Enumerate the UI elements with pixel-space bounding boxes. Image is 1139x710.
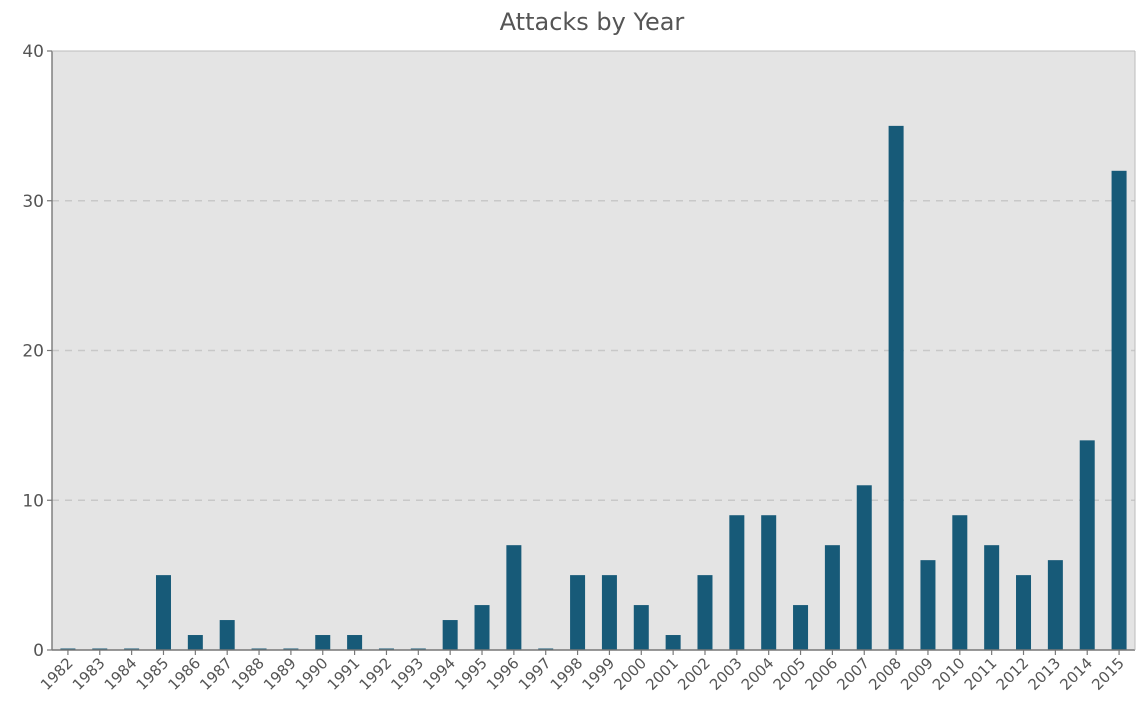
bar-2006: [824, 545, 840, 650]
bar-1985: [155, 575, 171, 650]
x-tick-label: 2013: [1024, 654, 1064, 694]
x-tick-label: 2000: [610, 654, 650, 694]
x-tick-label: 1983: [69, 654, 109, 694]
bars: [60, 125, 1127, 651]
x-tick-label: 2011: [961, 654, 1001, 694]
y-tick-label: 40: [22, 42, 44, 62]
bar-2003: [729, 515, 745, 650]
x-tick-label: 2009: [897, 654, 937, 694]
bar-1988: [251, 648, 267, 650]
bar-1986: [187, 635, 203, 650]
bar-2010: [952, 515, 968, 650]
chart-title: Attacks by Year: [500, 8, 685, 36]
x-tick-label: 1999: [579, 654, 619, 694]
bar-1992: [378, 648, 394, 650]
bar-2013: [1047, 560, 1063, 650]
bar-1996: [506, 545, 522, 650]
x-tick-label: 1993: [387, 654, 427, 694]
y-tick-label: 30: [22, 192, 44, 212]
bar-1993: [410, 648, 426, 650]
x-tick-label: 1995: [451, 654, 491, 694]
bar-2002: [697, 575, 713, 650]
x-tick-label: 2003: [706, 654, 746, 694]
x-tick-label: 1992: [356, 654, 396, 694]
bar-1982: [60, 648, 76, 650]
x-tick-label: 2004: [738, 654, 778, 694]
x-tick-label: 2015: [1088, 654, 1128, 694]
bar-2014: [1079, 440, 1095, 650]
bar-1995: [474, 605, 490, 650]
bar-2007: [856, 485, 872, 650]
bar-1989: [283, 648, 299, 650]
bar-2008: [888, 125, 904, 650]
x-tick-label: 2014: [1056, 654, 1096, 694]
x-tick-label: 1998: [547, 654, 587, 694]
bar-1984: [124, 648, 140, 650]
x-tick-label: 2008: [865, 654, 905, 694]
x-tick-label: 1984: [101, 654, 141, 694]
bar-2015: [1111, 170, 1127, 651]
y-tick-label: 0: [33, 641, 44, 661]
x-tick-label: 2012: [993, 654, 1033, 694]
x-tick-label: 1996: [483, 654, 523, 694]
x-tick-label: 1988: [228, 654, 268, 694]
x-tick-label: 1985: [133, 654, 173, 694]
x-tick-label: 2007: [833, 654, 873, 694]
y-tick-labels: 0 10 20 30 40: [22, 42, 44, 661]
bar-1983: [92, 648, 108, 650]
bar-1987: [219, 620, 235, 650]
bar-2004: [761, 515, 777, 650]
bar-1997: [538, 648, 554, 650]
bar-1999: [601, 575, 617, 650]
x-tick-label: 2010: [929, 654, 969, 694]
axes: [47, 50, 1136, 655]
x-tick-label: 2002: [674, 654, 714, 694]
x-tick-label: 1989: [260, 654, 300, 694]
x-tick-label: 2001: [642, 654, 682, 694]
x-tick-label: 1997: [515, 654, 555, 694]
x-tick-label: 1990: [292, 654, 332, 694]
x-tick-labels: 1982198319841985198619871988198919901991…: [37, 654, 1128, 694]
bar-1994: [442, 620, 458, 650]
x-tick-label: 1994: [419, 654, 459, 694]
y-tick-label: 20: [22, 342, 44, 362]
bar-2001: [665, 635, 681, 650]
y-tick-label: 10: [22, 491, 44, 511]
x-tick-label: 1987: [196, 654, 236, 694]
bar-2009: [920, 560, 936, 650]
bar-1991: [347, 635, 363, 650]
bar-1990: [315, 635, 331, 650]
bar-1998: [570, 575, 586, 650]
x-tick-label: 1986: [164, 654, 204, 694]
x-tick-label: 1991: [324, 654, 364, 694]
gridlines: [52, 200, 1135, 501]
x-tick-label: 2006: [801, 654, 841, 694]
bar-2005: [793, 605, 809, 650]
x-tick-label: 2005: [770, 654, 810, 694]
bar-2011: [984, 545, 1000, 650]
bar-2000: [633, 605, 649, 650]
bar-2012: [1016, 575, 1032, 650]
